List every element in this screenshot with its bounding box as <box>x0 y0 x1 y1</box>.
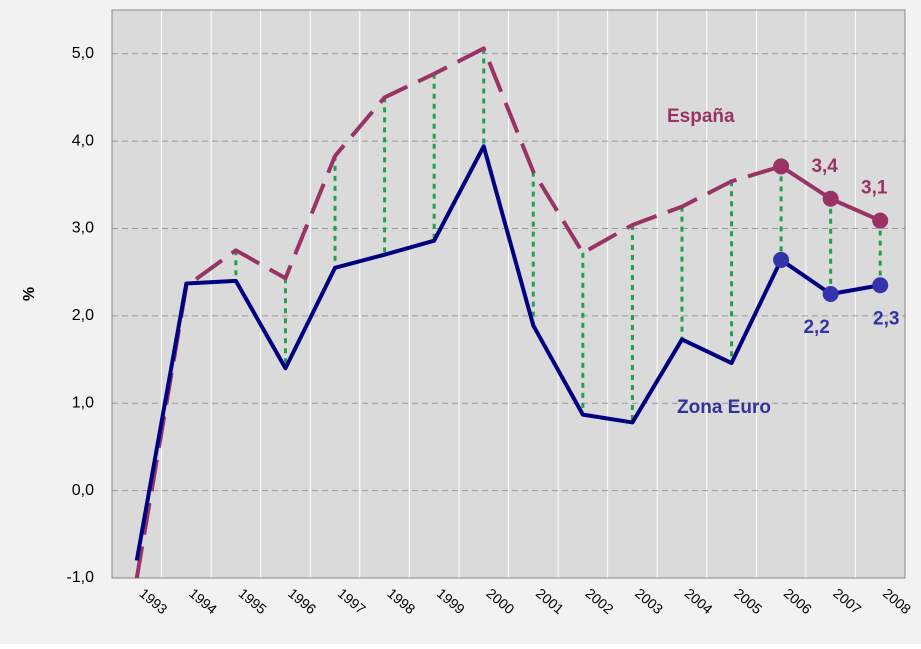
series-label: Zona Euro <box>677 397 771 418</box>
point-marker <box>773 251 790 268</box>
y-tick-label: 2,0 <box>72 307 94 324</box>
value-label: 3,4 <box>811 156 838 177</box>
y-tick-label: 0,0 <box>72 482 94 499</box>
y-tick-label: 3,0 <box>72 220 94 237</box>
point-marker <box>822 190 839 207</box>
value-label: 2,3 <box>873 308 899 329</box>
y-tick-label: 1,0 <box>72 394 94 411</box>
value-label: 3,1 <box>861 178 888 199</box>
series-label: España <box>667 106 735 127</box>
plot-border <box>111 9 906 579</box>
point-marker <box>872 277 889 294</box>
series-line <box>134 144 881 561</box>
point-marker <box>822 286 839 302</box>
point-marker <box>872 212 889 229</box>
point-marker <box>773 158 790 175</box>
series-line <box>134 46 782 579</box>
value-label: 2,2 <box>803 317 829 338</box>
y-axis-label: % <box>21 287 38 301</box>
y-tick-label: 4,0 <box>72 132 94 149</box>
y-tick-label: -1,0 <box>66 569 94 586</box>
y-tick-label: 5,0 <box>72 45 94 62</box>
